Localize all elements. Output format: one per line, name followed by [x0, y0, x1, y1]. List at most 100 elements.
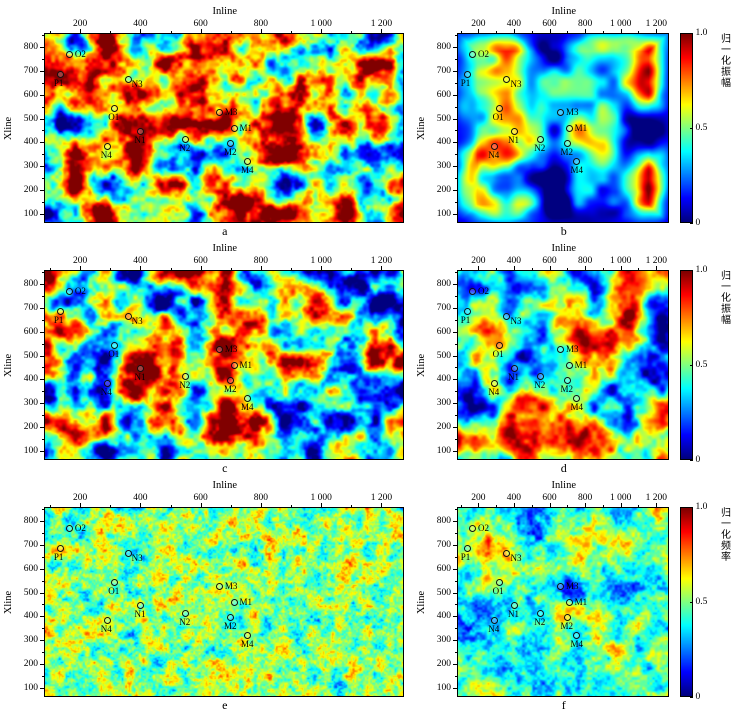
- y-axis-title: Xline: [415, 507, 428, 697]
- x-tick-label: 600: [193, 256, 208, 266]
- y-tick-mark: [40, 616, 44, 618]
- x-tick-label: 1 000: [609, 19, 632, 29]
- y-minor-tick-mark: [455, 414, 457, 416]
- y-tick-label: 800: [23, 516, 38, 527]
- y-minor-tick-mark: [455, 272, 457, 274]
- y-tick-label: 700: [23, 540, 38, 550]
- well-label: M1: [574, 123, 588, 134]
- x-tick-label: 400: [133, 256, 148, 266]
- y-minor-tick-mark: [42, 59, 44, 61]
- well-circle-icon: [243, 631, 251, 639]
- x-minor-tick-mark: [496, 31, 498, 33]
- well-label: M4: [240, 164, 254, 175]
- well-label: P1: [460, 78, 471, 89]
- heatmap-canvas: [45, 34, 403, 222]
- panel-letter: f: [561, 698, 566, 712]
- x-minor-tick-mark: [567, 505, 569, 507]
- well-circle-icon: [469, 50, 476, 58]
- x-tick-mark: [200, 266, 202, 270]
- x-tick-label: 600: [542, 493, 557, 503]
- heatmap-plot: O2 P1 N3 O1 M3 N1 M1 N2 M2 N4 M4: [457, 507, 669, 697]
- y-tick-label: 800: [23, 279, 38, 290]
- well-circle-icon: [503, 313, 511, 321]
- y-tick-label: 600: [23, 326, 38, 337]
- well-circle-icon: [56, 71, 64, 79]
- well-circle-icon: [103, 143, 111, 151]
- y-tick-mark: [40, 331, 44, 333]
- y-tick-mark: [40, 47, 44, 49]
- y-tick-label: 300: [436, 635, 451, 645]
- y-tick-mark: [453, 521, 457, 523]
- well-circle-icon: [495, 579, 503, 587]
- y-tick-label: 800: [23, 42, 38, 53]
- colorbar-tick-mark: [689, 696, 693, 698]
- x-tick-label: 200: [471, 256, 486, 266]
- y-tick-label: 100: [436, 682, 451, 693]
- y-tick-label: 700: [436, 303, 451, 313]
- y-tick-label: 600: [23, 89, 38, 100]
- y-tick-mark: [453, 616, 457, 618]
- well-label: O2: [478, 48, 489, 59]
- x-axis-title: Inline: [212, 480, 238, 491]
- y-axis-ticks: 800 700 600 500 400 300 200 100: [428, 507, 457, 697]
- x-minor-tick-mark: [50, 505, 52, 507]
- y-tick-mark: [453, 426, 457, 428]
- x-tick-label: 600: [542, 19, 557, 29]
- panel-d: Inline 200 400 600 800 1 000 1 200 Xline 800 7…: [415, 242, 737, 477]
- y-tick-label: 600: [23, 563, 38, 574]
- y-tick-mark: [40, 284, 44, 286]
- well-label: M3: [224, 581, 238, 592]
- well-label: O1: [108, 349, 120, 360]
- well-label: N3: [131, 316, 143, 327]
- well-label: P1: [460, 315, 471, 326]
- x-tick-label: 200: [471, 493, 486, 503]
- well-circle-icon: [511, 364, 518, 372]
- y-axis-title: Xline: [415, 270, 428, 460]
- y-tick-mark: [40, 379, 44, 381]
- well-label: N2: [534, 379, 546, 390]
- well-label: M2: [223, 146, 237, 157]
- panel-c: Inline 200 400 600 800 1 000 1 200 Xline 800 7…: [2, 242, 407, 477]
- panel-letter: d: [560, 461, 567, 475]
- y-tick-label: 500: [436, 350, 451, 361]
- well-overlay: O2 P1 N3 O1 M3 N1 M1 N2 M2 N4 M4: [45, 508, 403, 696]
- well-label: M2: [223, 620, 237, 631]
- well-overlay: O2 P1 N3 O1 M3 N1 M1 N2 M2 N4 M4: [45, 271, 403, 459]
- x-tick-mark: [80, 266, 82, 270]
- well-label: N1: [508, 608, 519, 619]
- y-tick-label: 200: [23, 421, 38, 432]
- heatmap-canvas: [45, 271, 403, 459]
- x-tick-mark: [80, 29, 82, 33]
- y-tick-mark: [40, 640, 44, 641]
- y-tick-label: 400: [436, 611, 451, 622]
- x-tick-mark: [656, 266, 658, 270]
- y-minor-tick-mark: [42, 414, 44, 416]
- colorbar: 1.0 0.5 0 归一化振幅: [679, 28, 736, 228]
- x-tick-label: 400: [506, 256, 522, 266]
- x-axis-title: Inline: [212, 243, 238, 254]
- colorbar-tick-mark: [689, 127, 693, 129]
- x-tick-mark: [620, 503, 622, 507]
- well-circle-icon: [463, 545, 471, 553]
- x-axis-ticks: 200 400 600 800 1 000 1 200: [44, 255, 406, 270]
- x-tick-label: 1 200: [370, 19, 393, 29]
- y-tick-label: 300: [23, 161, 38, 171]
- y-tick-label: 100: [436, 208, 451, 219]
- x-tick-label: 1 200: [645, 256, 667, 266]
- colorbar-tick-label: 0: [695, 692, 701, 702]
- well-circle-icon: [537, 135, 545, 143]
- x-tick-label: 1 200: [370, 256, 393, 266]
- well-label: O2: [478, 285, 489, 296]
- colorbar: 1.0 0.5 0 归一化频率: [679, 502, 736, 702]
- y-minor-tick-mark: [455, 319, 457, 321]
- x-tick-mark: [381, 503, 383, 507]
- y-tick-mark: [40, 426, 44, 428]
- x-tick-label: 800: [253, 256, 269, 266]
- y-tick-mark: [453, 166, 457, 167]
- x-minor-tick-mark: [170, 31, 172, 33]
- well-circle-icon: [495, 342, 503, 350]
- x-minor-tick-mark: [567, 31, 569, 33]
- y-minor-tick-mark: [455, 201, 457, 203]
- panel-f: Inline 200 400 600 800 1 000 1 200 Xline 800 7…: [415, 479, 737, 714]
- x-tick-mark: [260, 29, 262, 33]
